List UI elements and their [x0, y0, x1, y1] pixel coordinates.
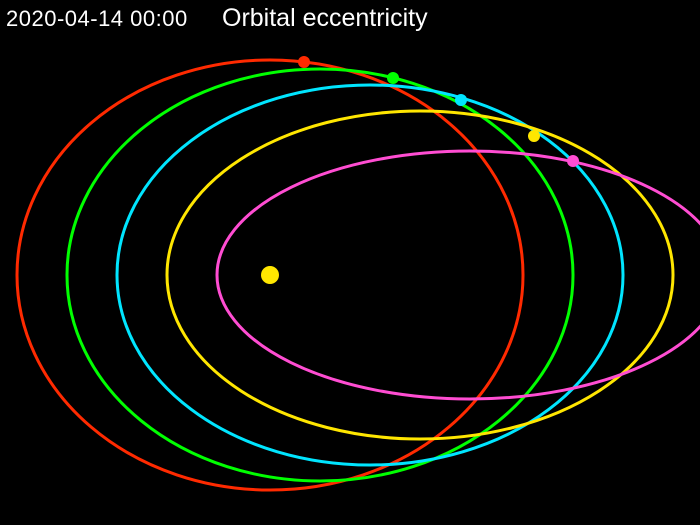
diagram-stage: 2020-04-14 00:00 Orbital eccentricity: [0, 0, 700, 525]
orbit-yellow: [167, 111, 673, 439]
orbit-plot: [0, 0, 700, 525]
orbit-green: [67, 69, 573, 481]
orbit-magenta: [217, 151, 700, 399]
orbit-yellow-body: [528, 130, 540, 142]
orbit-magenta-body: [567, 155, 579, 167]
orbit-cyan: [117, 85, 623, 465]
orbit-green-body: [387, 72, 399, 84]
focus-sun: [261, 266, 279, 284]
orbit-red-body: [298, 56, 310, 68]
orbit-cyan-body: [455, 94, 467, 106]
